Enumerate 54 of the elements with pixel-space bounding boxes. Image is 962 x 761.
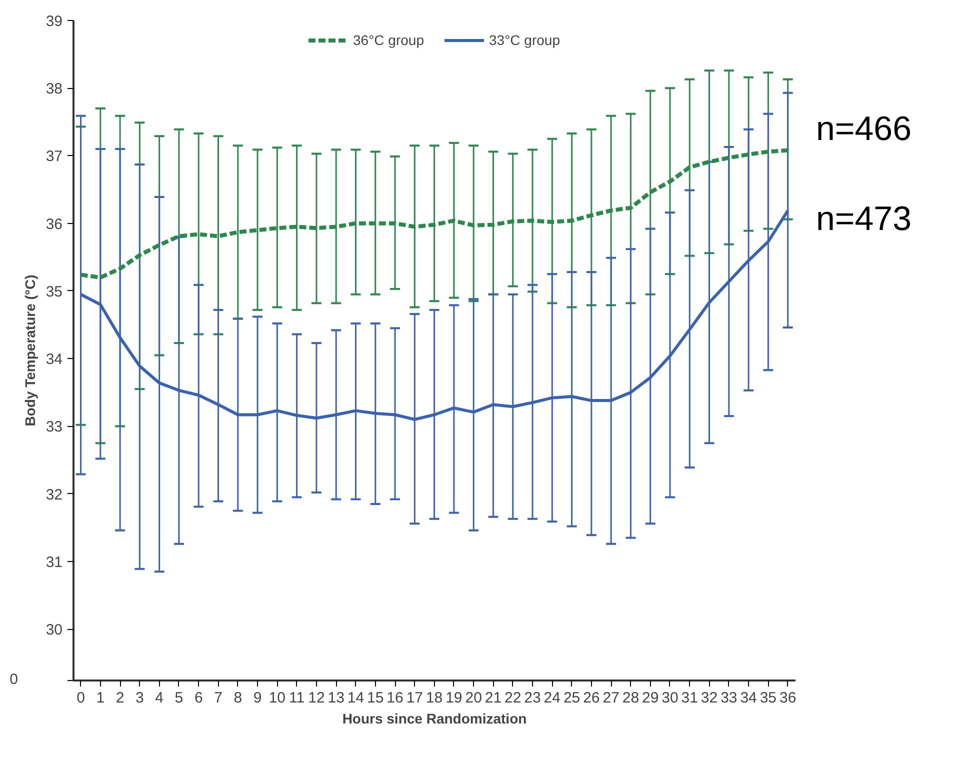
x-tick-label: 7	[214, 690, 222, 706]
text: n=473	[816, 199, 912, 240]
y-tick-label: 39	[46, 13, 63, 30]
x-tick-label: 30	[662, 690, 678, 706]
x-tick-label: 26	[583, 690, 600, 706]
x-tick-label: 4	[155, 690, 164, 706]
x-tick-label: 17	[406, 690, 424, 706]
x-tick-label: 15	[367, 690, 384, 706]
x-tick-label: 18	[426, 690, 443, 706]
y-tick-label: 34	[46, 351, 63, 368]
x-tick-label: 32	[700, 690, 718, 706]
x-tick-label: 2	[116, 690, 124, 706]
x-tick-label: 9	[253, 690, 262, 706]
x-tick-label: 1	[96, 690, 105, 706]
x-tick-label: 0	[76, 690, 85, 706]
x-tick-label: 20	[465, 690, 482, 706]
x-tick-label: 28	[622, 690, 640, 706]
y-tick-label: 31	[46, 554, 63, 571]
x-tick-label: 6	[194, 690, 203, 706]
y-tick-label: 30	[46, 622, 63, 639]
x-tick-label: 35	[760, 690, 777, 706]
x-tick-label: 14	[347, 690, 364, 706]
x-tick-label: 29	[642, 690, 659, 706]
x-tick-label: 22	[504, 690, 522, 706]
y-tick-label: 35	[46, 283, 63, 300]
x-axis-title: Hours since Randomization	[342, 710, 527, 726]
x-tick-label: 16	[386, 690, 404, 706]
x-tick-label: 21	[484, 690, 502, 706]
x-tick-label: 25	[563, 690, 580, 706]
y-tick-label: 32	[46, 486, 63, 504]
x-tick-label: 33	[720, 690, 738, 706]
text: 0	[10, 670, 18, 690]
legend-label: 33°C group	[489, 32, 560, 48]
y-tick-label: 38	[46, 80, 63, 98]
x-tick-label: 5	[174, 690, 184, 706]
x-tick-label: 10	[268, 690, 286, 706]
x-tick-label: 31	[681, 690, 698, 706]
x-tick-label: 36	[780, 690, 796, 706]
y-tick-label: 36	[46, 216, 63, 233]
x-tick-label: 12	[308, 690, 325, 706]
x-tick-label: 34	[740, 690, 757, 706]
x-tick-label: 24	[544, 690, 560, 706]
x-tick-label: 27	[602, 690, 620, 706]
text: n=466	[816, 109, 912, 150]
x-tick-label: 3	[136, 690, 144, 706]
x-tick-label: 8	[234, 690, 242, 706]
x-tick-label: 11	[289, 690, 305, 706]
y-axis-title: Body Temperature (°C)	[22, 274, 38, 426]
x-tick-label: 19	[446, 690, 462, 706]
y-tick-label: 33	[46, 418, 63, 436]
legend-label: 36°C group	[353, 32, 424, 48]
y-tick-label: 37	[46, 148, 63, 166]
x-tick-label: 13	[328, 690, 344, 706]
x-tick-label: 23	[524, 690, 541, 706]
